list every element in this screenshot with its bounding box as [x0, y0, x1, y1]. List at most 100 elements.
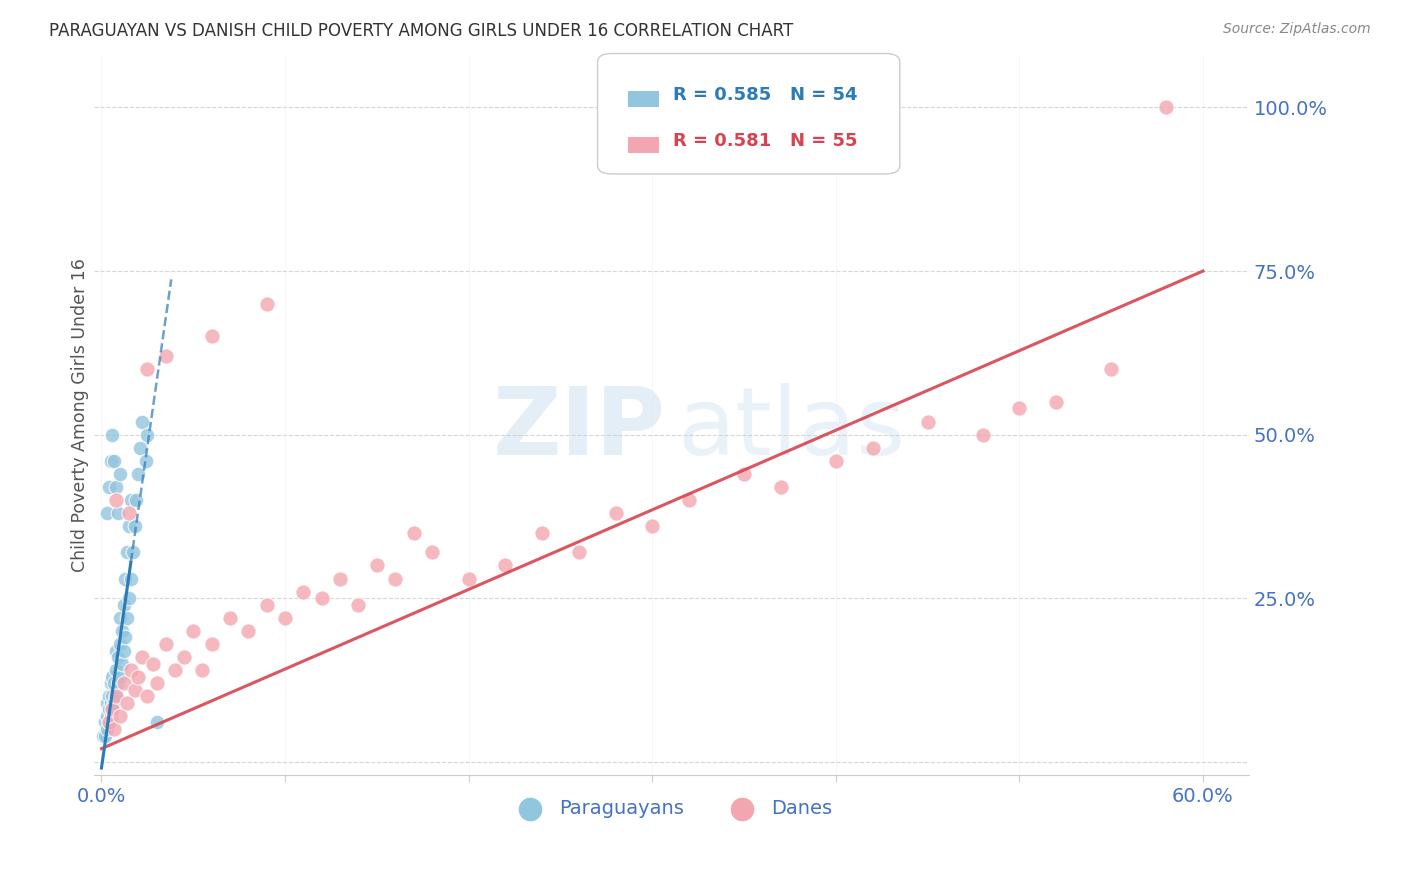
Point — [605, 506, 627, 520]
Point — [105, 663, 128, 677]
Point — [100, 454, 122, 468]
Point — [112, 643, 135, 657]
Point — [107, 676, 129, 690]
Point — [641, 519, 664, 533]
Point — [145, 676, 167, 690]
Point — [107, 650, 129, 665]
Point — [105, 643, 128, 657]
Point — [120, 493, 142, 508]
Point — [131, 415, 153, 429]
Point — [329, 572, 352, 586]
Point — [131, 650, 153, 665]
Point — [96, 709, 118, 723]
Point — [124, 682, 146, 697]
Point — [292, 584, 315, 599]
Point — [97, 480, 120, 494]
Point — [103, 676, 125, 690]
Point — [733, 467, 755, 481]
Point — [824, 454, 846, 468]
Point — [100, 709, 122, 723]
Point — [111, 624, 134, 638]
Point — [115, 611, 138, 625]
Point — [191, 663, 214, 677]
Point — [568, 545, 591, 559]
Point — [91, 729, 114, 743]
Point — [118, 519, 141, 533]
Point — [311, 591, 333, 606]
Point — [115, 545, 138, 559]
Point — [136, 362, 159, 376]
Point — [125, 493, 148, 508]
Point — [457, 572, 479, 586]
Point — [103, 722, 125, 736]
Point — [112, 598, 135, 612]
Legend: Paraguayans, Danes: Paraguayans, Danes — [503, 792, 841, 826]
Point — [366, 558, 388, 573]
Point — [96, 506, 118, 520]
Point — [402, 525, 425, 540]
Point — [105, 493, 128, 508]
Point — [531, 525, 554, 540]
Point — [103, 696, 125, 710]
Point — [121, 545, 143, 559]
Point — [108, 637, 131, 651]
Point — [274, 611, 297, 625]
Point — [124, 519, 146, 533]
Point — [129, 441, 152, 455]
Point — [118, 591, 141, 606]
Point — [136, 690, 159, 704]
Point — [862, 441, 884, 455]
Point — [105, 480, 128, 494]
Point — [163, 663, 186, 677]
Point — [97, 690, 120, 704]
Text: R = 0.581   N = 55: R = 0.581 N = 55 — [673, 132, 858, 150]
Point — [97, 715, 120, 730]
Point — [114, 631, 136, 645]
Point — [101, 702, 124, 716]
Point — [127, 467, 149, 481]
Point — [97, 702, 120, 716]
Point — [108, 709, 131, 723]
Point — [108, 611, 131, 625]
Point — [201, 637, 224, 651]
Point — [769, 480, 792, 494]
Point — [127, 670, 149, 684]
Point — [96, 696, 118, 710]
Point — [1045, 395, 1067, 409]
Point — [1154, 100, 1177, 114]
Point — [384, 572, 406, 586]
Text: atlas: atlas — [678, 384, 905, 475]
Point — [917, 415, 939, 429]
Text: Source: ZipAtlas.com: Source: ZipAtlas.com — [1223, 22, 1371, 37]
Point — [494, 558, 516, 573]
Point — [420, 545, 443, 559]
Point — [101, 690, 124, 704]
Point — [108, 467, 131, 481]
Point — [96, 722, 118, 736]
Point — [347, 598, 370, 612]
Point — [94, 729, 117, 743]
Point — [238, 624, 260, 638]
Point — [135, 454, 157, 468]
Text: PARAGUAYAN VS DANISH CHILD POVERTY AMONG GIRLS UNDER 16 CORRELATION CHART: PARAGUAYAN VS DANISH CHILD POVERTY AMONG… — [49, 22, 793, 40]
Point — [105, 690, 128, 704]
Point — [101, 427, 124, 442]
Point — [136, 427, 159, 442]
Point — [118, 506, 141, 520]
Point — [115, 696, 138, 710]
Point — [142, 657, 165, 671]
Point — [120, 663, 142, 677]
Point — [107, 506, 129, 520]
Point — [256, 598, 278, 612]
Point — [1099, 362, 1122, 376]
Point — [105, 690, 128, 704]
Point — [111, 657, 134, 671]
Point — [94, 715, 117, 730]
Point — [112, 676, 135, 690]
Text: R = 0.585   N = 54: R = 0.585 N = 54 — [673, 86, 858, 103]
Point — [114, 572, 136, 586]
Point — [972, 427, 994, 442]
Text: ZIP: ZIP — [494, 384, 665, 475]
Point — [100, 696, 122, 710]
Y-axis label: Child Poverty Among Girls Under 16: Child Poverty Among Girls Under 16 — [72, 258, 89, 572]
